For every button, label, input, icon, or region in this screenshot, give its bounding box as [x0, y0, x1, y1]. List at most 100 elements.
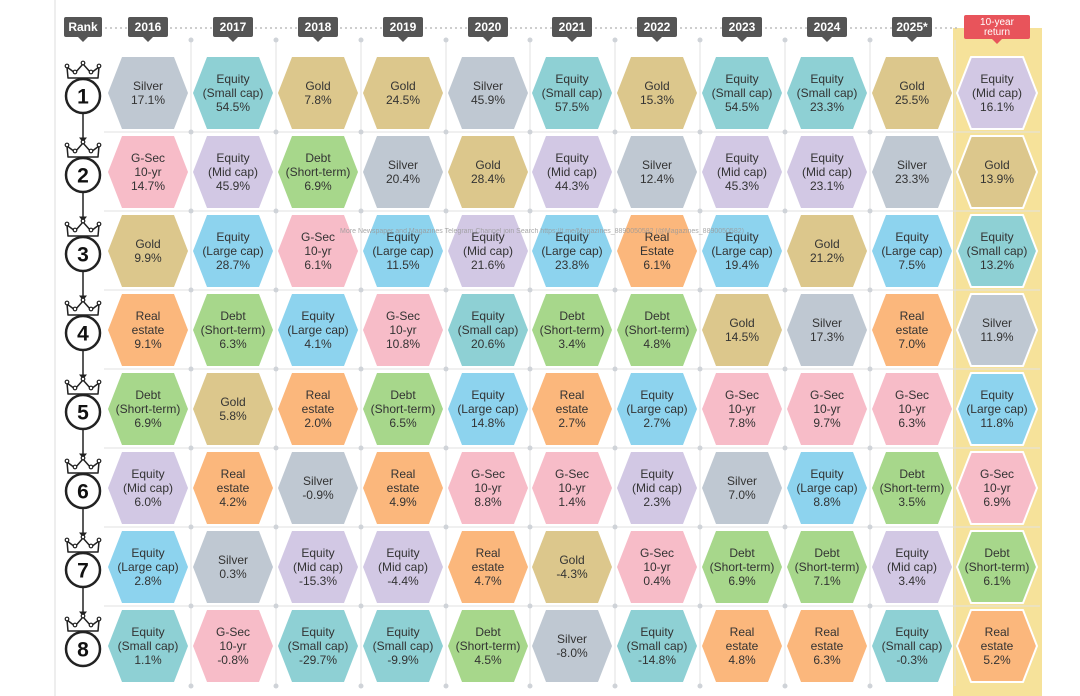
asset-return-value: 45.9%	[471, 93, 505, 107]
rank-number: 8	[77, 639, 89, 662]
grid-dot	[867, 129, 873, 135]
rank-badge	[64, 551, 102, 589]
grid-dot	[443, 603, 449, 609]
year-header-tab-pointer	[907, 37, 917, 42]
grid-dot	[273, 366, 279, 372]
asset-hexagon	[278, 610, 358, 682]
asset-cell: Equity(Mid cap)23.1%	[787, 136, 867, 208]
asset-name-label: Real	[306, 388, 331, 402]
asset-name-label: Equity	[216, 230, 249, 244]
crown-icon	[66, 458, 100, 474]
asset-hexagon	[363, 294, 443, 366]
grid-dot	[867, 287, 873, 293]
asset-hexagon	[532, 215, 612, 287]
crown-jewel-icon	[80, 455, 86, 461]
crown-icon	[66, 379, 100, 395]
grid-dot	[697, 129, 703, 135]
asset-hexagon	[956, 372, 1038, 446]
asset-name-label: (Short-term)	[371, 402, 436, 416]
asset-cell: Debt(Short-term)3.4%	[532, 294, 612, 366]
asset-name-label: Debt	[390, 388, 416, 402]
asset-name-label: Equity	[131, 467, 164, 481]
asset-name-label: Gold	[984, 158, 1009, 172]
asset-hexagon	[108, 373, 188, 445]
asset-hexagon	[363, 373, 443, 445]
asset-hexagon	[108, 136, 188, 208]
grid-dot	[273, 524, 279, 530]
asset-cell: Silver-0.9%	[278, 452, 358, 524]
crown-jewel-icon	[96, 142, 102, 148]
asset-cell: Debt(Short-term)6.9%	[278, 136, 358, 208]
grid-dot	[273, 445, 279, 451]
asset-name-label: Silver	[982, 316, 1012, 330]
asset-return-value: 2.8%	[134, 574, 162, 588]
asset-name-label: Debt	[559, 309, 585, 323]
asset-name-label: Silver	[388, 158, 418, 172]
asset-return-value: 2.7%	[643, 416, 671, 430]
asset-name-label: (Small cap)	[797, 86, 858, 100]
asset-hexagon	[532, 294, 612, 366]
grid-dot	[527, 603, 533, 609]
crown-jewel-icon	[88, 69, 94, 75]
asset-name-label: (Small cap)	[882, 639, 943, 653]
crown-jewel-icon	[88, 385, 94, 391]
asset-return-value: 13.2%	[980, 258, 1014, 272]
asset-hexagon	[956, 56, 1038, 130]
asset-return-value: 3.4%	[898, 574, 926, 588]
asset-name-label: Debt	[899, 467, 925, 481]
asset-name-label: Equity	[895, 546, 928, 560]
crown-icon	[66, 142, 100, 158]
grid-dot	[188, 366, 194, 372]
asset-cell: Equity(Small cap)-0.3%	[872, 610, 952, 682]
asset-return-value: 6.1%	[304, 258, 332, 272]
asset-return-value: 2.7%	[558, 416, 586, 430]
asset-name-label: 10-yr	[728, 402, 755, 416]
asset-return-value: 28.4%	[471, 172, 505, 186]
rank-header-tab	[64, 17, 102, 37]
asset-hexagon	[872, 57, 952, 129]
asset-name-label: Silver	[897, 158, 927, 172]
rank-badge	[64, 314, 102, 352]
asset-hexagon	[617, 373, 697, 445]
year-header-label: 2019	[390, 20, 417, 34]
asset-name-label: (Large cap)	[202, 244, 263, 258]
year-header-label: 2022	[644, 20, 671, 34]
asset-name-label: 10-yr	[643, 560, 670, 574]
asset-hexagon	[448, 610, 528, 682]
asset-name-label: estate	[132, 323, 165, 337]
crown-jewel-icon	[80, 218, 86, 224]
year-header-label: 2018	[305, 20, 332, 34]
asset-name-label: G-Sec	[725, 388, 759, 402]
asset-hexagon	[787, 452, 867, 524]
asset-cell: Equity(Large cap)11.5%	[363, 215, 443, 287]
asset-name-label: G-Sec	[810, 388, 844, 402]
asset-name-label: (Small cap)	[458, 323, 519, 337]
asset-hexagon	[702, 452, 782, 524]
year-header-tab	[128, 17, 168, 37]
asset-name-label: (Small cap)	[712, 86, 773, 100]
asset-return-value: 4.2%	[219, 495, 247, 509]
asset-cell: Equity(Small cap)1.1%	[108, 610, 188, 682]
asset-return-value: 4.5%	[474, 653, 502, 667]
asset-name-label: (Large cap)	[711, 244, 772, 258]
asset-name-label: estate	[387, 481, 420, 495]
year-header-label: 2023	[729, 20, 756, 34]
grid-dot	[527, 129, 533, 135]
asset-cell: Debt(Short-term)3.5%	[872, 452, 952, 524]
year-header-tab-pointer	[228, 37, 238, 42]
grid-dot	[358, 524, 364, 530]
asset-name-label: 10-yr	[898, 402, 925, 416]
asset-hexagon	[617, 57, 697, 129]
asset-hexagon	[787, 215, 867, 287]
asset-return-value: 6.9%	[728, 574, 756, 588]
crown-jewel-icon	[80, 376, 86, 382]
asset-name-label: (Small cap)	[627, 639, 688, 653]
crown-jewel-icon	[96, 458, 102, 464]
crown-jewel-icon	[96, 537, 102, 543]
asset-name-label: Gold	[305, 79, 330, 93]
